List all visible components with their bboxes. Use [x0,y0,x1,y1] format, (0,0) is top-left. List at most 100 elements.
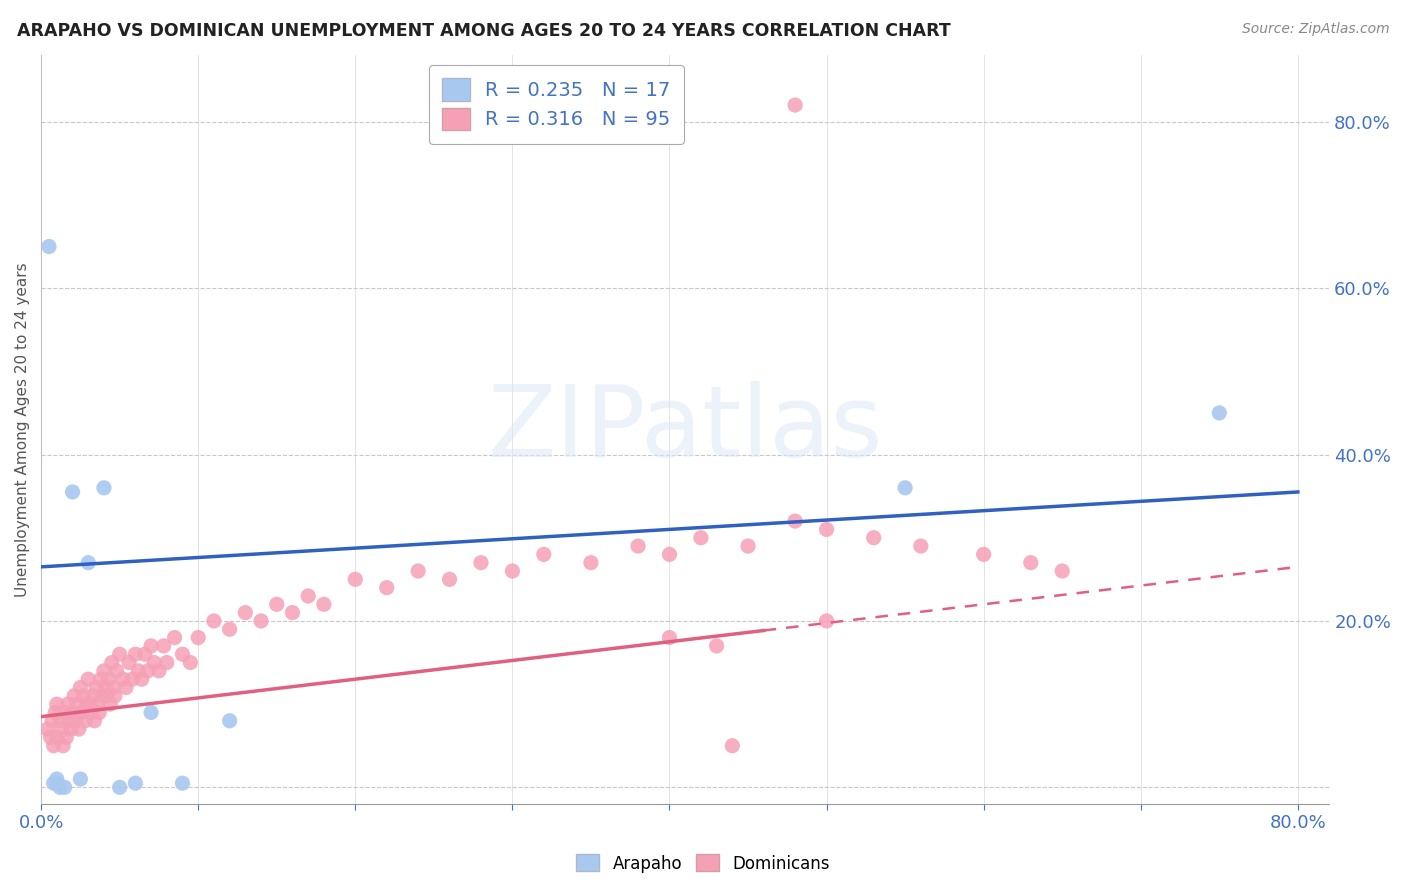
Point [45,776,67,790]
Point [136,664,159,678]
Point [266,597,288,611]
Point [56,697,79,711]
Point [67,722,90,736]
Point [139,639,162,653]
Point [66,697,89,711]
Point [973,547,995,561]
Text: ZIPatlas: ZIPatlas [488,381,883,478]
Point [58,714,80,728]
Point [121,672,143,686]
Point [93,481,115,495]
Point [45,697,67,711]
Point [103,681,125,695]
Point [44,706,66,720]
Point [172,776,194,790]
Point [152,639,174,653]
Point [59,722,82,736]
Point [406,564,429,578]
Point [108,780,131,795]
Point [98,697,121,711]
Point [39,731,62,745]
Point [55,731,77,745]
Point [45,731,67,745]
Point [49,714,72,728]
Point [96,689,118,703]
Point [38,239,60,253]
Point [344,572,367,586]
Point [49,780,72,795]
Point [124,776,146,790]
Legend: Arapaho, Dominicans: Arapaho, Dominicans [569,847,837,880]
Point [69,772,91,786]
Point [737,539,759,553]
Point [70,706,93,720]
Point [281,606,304,620]
Point [115,681,138,695]
Legend: R = 0.235   N = 17, R = 0.316   N = 95: R = 0.235 N = 17, R = 0.316 N = 95 [429,65,683,144]
Point [910,539,932,553]
Point [104,689,127,703]
Point [627,539,650,553]
Point [134,647,156,661]
Point [76,697,98,711]
Point [97,672,120,686]
Point [93,664,115,678]
Point [785,514,807,528]
Point [51,722,73,736]
Point [105,664,128,678]
Point [111,672,134,686]
Point [77,672,100,686]
Point [202,614,225,628]
Point [179,656,201,670]
Point [79,697,101,711]
Point [218,714,240,728]
Point [80,706,103,720]
Point [42,776,65,790]
Point [375,581,398,595]
Point [815,523,838,537]
Point [297,589,319,603]
Point [84,681,107,695]
Point [721,739,744,753]
Point [706,639,728,653]
Point [131,672,153,686]
Text: Source: ZipAtlas.com: Source: ZipAtlas.com [1241,22,1389,37]
Point [690,531,713,545]
Point [90,672,112,686]
Point [501,564,523,578]
Point [37,722,59,736]
Point [65,714,87,728]
Point [470,556,492,570]
Point [894,481,917,495]
Point [250,614,273,628]
Point [1019,556,1042,570]
Point [94,681,117,695]
Point [53,780,76,795]
Point [62,706,84,720]
Point [41,714,63,728]
Point [148,664,170,678]
Point [124,647,146,661]
Point [658,547,681,561]
Point [62,485,84,500]
Point [143,656,166,670]
Point [172,647,194,661]
Point [63,689,86,703]
Point [69,681,91,695]
Point [579,556,602,570]
Y-axis label: Unemployment Among Ages 20 to 24 years: Unemployment Among Ages 20 to 24 years [15,262,30,597]
Point [89,706,111,720]
Point [1208,406,1230,420]
Point [108,647,131,661]
Point [862,531,884,545]
Point [1050,564,1073,578]
Point [312,597,335,611]
Point [533,547,555,561]
Point [77,556,100,570]
Point [785,98,807,112]
Point [439,572,461,586]
Point [86,697,108,711]
Point [187,631,209,645]
Point [83,714,105,728]
Point [75,714,97,728]
